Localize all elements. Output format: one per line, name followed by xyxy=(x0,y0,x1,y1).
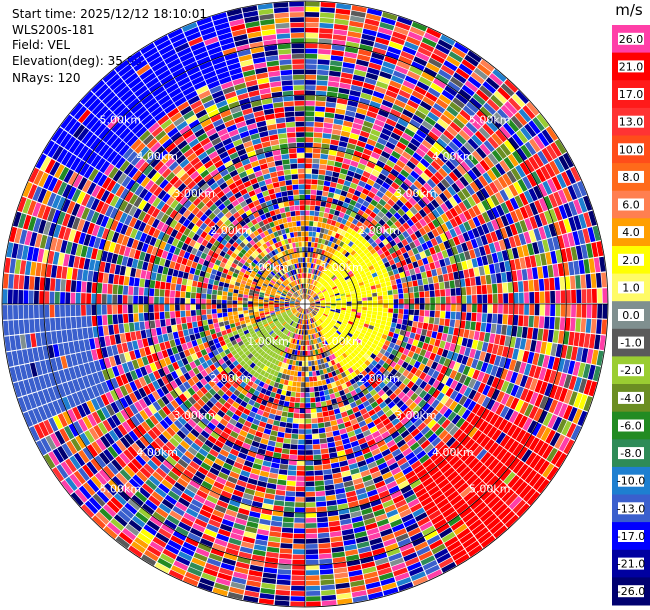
velocity-gates xyxy=(12,2,608,607)
range-labels: 1.00km 1.00km 1.00km 1.00km 2.00km 2.00km 2.00… xyxy=(100,113,511,495)
range-label: 4.00km xyxy=(136,446,178,459)
instrument-label: WLS200s-181 xyxy=(12,23,95,37)
range-label: 3.00km xyxy=(173,187,215,200)
nrays-label: NRays: 120 xyxy=(12,71,81,85)
radar-rays xyxy=(2,1,608,607)
elevation-label: Elevation(deg): 35.00 xyxy=(12,54,142,68)
velocity-gates xyxy=(9,2,604,607)
range-label: 5.00km xyxy=(100,483,142,496)
range-label: 1.00km xyxy=(321,335,363,348)
range-label: 3.00km xyxy=(395,187,437,200)
range-label: 4.00km xyxy=(432,446,474,459)
range-label: 3.00km xyxy=(173,409,215,422)
field-label: Field: VEL xyxy=(12,38,71,52)
velocity-gates xyxy=(53,6,588,545)
range-label: 1.00km xyxy=(321,261,363,274)
range-label: 5.00km xyxy=(469,113,511,126)
velocity-gates xyxy=(40,32,603,600)
range-label: 5.00km xyxy=(100,113,142,126)
range-label: 2.00km xyxy=(358,372,400,385)
range-label: 1.00km xyxy=(247,335,289,348)
velocity-gates xyxy=(22,17,599,605)
velocity-gates xyxy=(28,19,594,602)
velocity-gates xyxy=(7,1,602,601)
radar-grid xyxy=(1,0,609,608)
velocity-gates xyxy=(4,18,598,607)
range-label: 1.00km xyxy=(247,261,289,274)
range-label: 2.00km xyxy=(358,224,400,237)
range-label: 4.00km xyxy=(432,150,474,163)
range-label: 2.00km xyxy=(210,224,252,237)
range-label: 5.00km xyxy=(469,483,511,496)
range-label: 3.00km xyxy=(395,409,437,422)
range-label: 4.00km xyxy=(136,150,178,163)
start-time-label: Start time: 2025/12/12 18:10:01 xyxy=(12,7,207,21)
range-label: 2.00km xyxy=(210,372,252,385)
